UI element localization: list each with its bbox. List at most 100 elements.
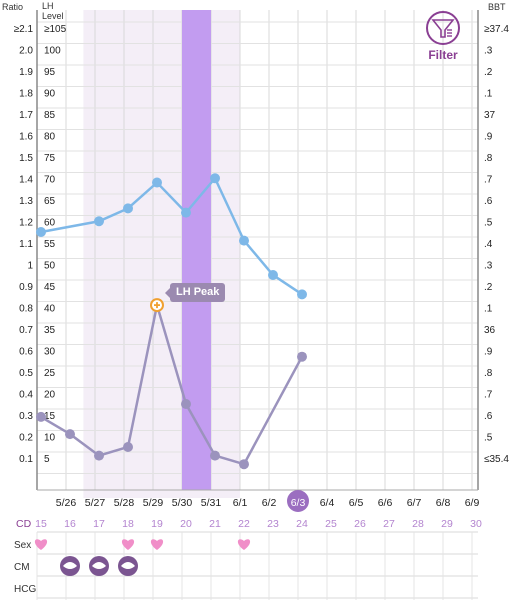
- heart-icon: [34, 539, 48, 550]
- date-label: 5/31: [201, 497, 222, 509]
- sex-row-label: Sex: [14, 540, 32, 551]
- date-label: 6/5: [349, 497, 364, 509]
- lh-series-point: [123, 442, 133, 452]
- lh-tick-label: 75: [44, 153, 56, 164]
- date-label: 5/30: [172, 497, 193, 509]
- date-label: 6/4: [320, 497, 335, 509]
- lh-tick-label: 35: [44, 325, 56, 336]
- ratio-series-point: [152, 177, 162, 188]
- bbt-tick-label: .3: [484, 261, 493, 272]
- ratio-tick-label: 1.9: [19, 67, 33, 78]
- bbt-tick-label: .2: [484, 282, 493, 293]
- lh-peak-tooltip: LH Peak: [164, 283, 226, 302]
- date-label: 6/6: [378, 497, 393, 509]
- bbt-tick-label: .8: [484, 368, 493, 379]
- lh-tick-label: 100: [44, 46, 61, 57]
- cm-eye-icon: [121, 562, 135, 569]
- date-label: 6/7: [407, 497, 422, 509]
- cd-label: CD: [16, 518, 32, 530]
- lh-series-point: [239, 459, 249, 470]
- lh-tick-label: 55: [44, 239, 56, 250]
- cycle-day-label: 18: [122, 518, 134, 530]
- bbt-tick-label: .9: [484, 132, 493, 143]
- lh-tick-label: 95: [44, 67, 56, 78]
- ratio-tick-label: 1.1: [19, 239, 33, 250]
- ratio-tick-label: 1.3: [19, 196, 33, 207]
- ratio-axis-title: Ratio: [2, 2, 23, 12]
- cm-eye-icon: [92, 562, 106, 569]
- ratio-tick-label: 1.7: [19, 110, 33, 121]
- bbt-tick-label: 36: [484, 325, 496, 336]
- ratio-tick-label: 0.5: [19, 368, 33, 379]
- cycle-day-label: 29: [441, 518, 453, 530]
- ratio-series-point: [123, 203, 133, 214]
- heart-icon: [150, 539, 164, 550]
- ratio-series-point: [36, 227, 46, 237]
- lh-tick-label: 85: [44, 110, 56, 121]
- date-label: 6/9: [465, 497, 480, 509]
- bbt-tick-label: .5: [484, 433, 493, 444]
- lh-series-point: [36, 411, 46, 422]
- lh-tick-label: 65: [44, 196, 56, 207]
- bbt-tick-label: .3: [484, 46, 493, 57]
- cycle-day-label: 30: [470, 518, 482, 530]
- lh-series-point: [181, 399, 191, 409]
- cm-eye-icon: [63, 562, 77, 569]
- bbt-tick-label: .9: [484, 347, 493, 358]
- ratio-tick-label: 0.4: [19, 390, 33, 401]
- bbt-tick-label: .5: [484, 218, 493, 229]
- cycle-day-label: 17: [93, 518, 105, 530]
- bbt-tick-label: .1: [484, 89, 493, 100]
- lh-tick-label: 10: [44, 433, 56, 444]
- lh-tick-label: 25: [44, 368, 56, 379]
- bbt-tick-label: .8: [484, 153, 493, 164]
- cycle-day-label: 20: [180, 518, 192, 530]
- selected-date-marker: [287, 490, 309, 512]
- ratio-tick-label: 0.7: [19, 325, 33, 336]
- highlight-column: [182, 10, 211, 490]
- ratio-series-point: [210, 173, 220, 184]
- date-label: 6/8: [436, 497, 451, 509]
- cycle-day-label: 25: [325, 518, 337, 530]
- lh-tick-label: 20: [44, 390, 56, 401]
- lh-series-point: [210, 450, 220, 461]
- date-label: 5/26: [56, 497, 77, 509]
- lh-tick-label: 15: [44, 411, 56, 422]
- bbt-tick-label: .2: [484, 67, 493, 78]
- date-label: 6/1: [233, 497, 248, 509]
- cycle-day-label: 19: [151, 518, 163, 530]
- ratio-series-point: [239, 235, 249, 246]
- cycle-day-label: 22: [238, 518, 250, 530]
- ratio-tick-label: 1.4: [19, 175, 33, 186]
- ratio-tick-label: 1.2: [19, 218, 33, 229]
- lh-tick-label: 30: [44, 347, 56, 358]
- lh-tick-label: 45: [44, 282, 56, 293]
- ratio-tick-label: 0.1: [19, 454, 33, 465]
- ratio-series-point: [297, 289, 307, 300]
- lh-tick-label: 70: [44, 175, 56, 186]
- lh-tick-label: 5: [44, 454, 50, 465]
- lh-series-point: [94, 450, 104, 461]
- cycle-day-label: 21: [209, 518, 221, 530]
- date-label: 5/27: [85, 497, 106, 509]
- bbt-tick-label: 37: [484, 110, 496, 121]
- cycle-day-label: 26: [354, 518, 366, 530]
- cycle-day-label: 27: [383, 518, 395, 530]
- shaded-window: [83, 10, 241, 490]
- lh-tick-label: 90: [44, 89, 56, 100]
- shaded-window-base: [83, 490, 241, 498]
- ratio-tick-label: 1.6: [19, 132, 33, 143]
- cm-row-label: CM: [14, 562, 30, 573]
- bbt-axis-title: BBT: [488, 2, 506, 12]
- filter-button[interactable]: Filter: [420, 10, 466, 66]
- ratio-tick-label: 0.2: [19, 433, 33, 444]
- heart-icon: [121, 539, 135, 550]
- cycle-day-label: 23: [267, 518, 279, 530]
- ratio-tick-label: 2.0: [19, 46, 33, 57]
- ratio-tick-label: 0.9: [19, 282, 33, 293]
- ratio-tick-label: 0.6: [19, 347, 33, 358]
- bbt-tick-label: ≥37.4: [484, 24, 509, 35]
- bbt-tick-label: .4: [484, 239, 493, 250]
- date-label: 5/29: [143, 497, 164, 509]
